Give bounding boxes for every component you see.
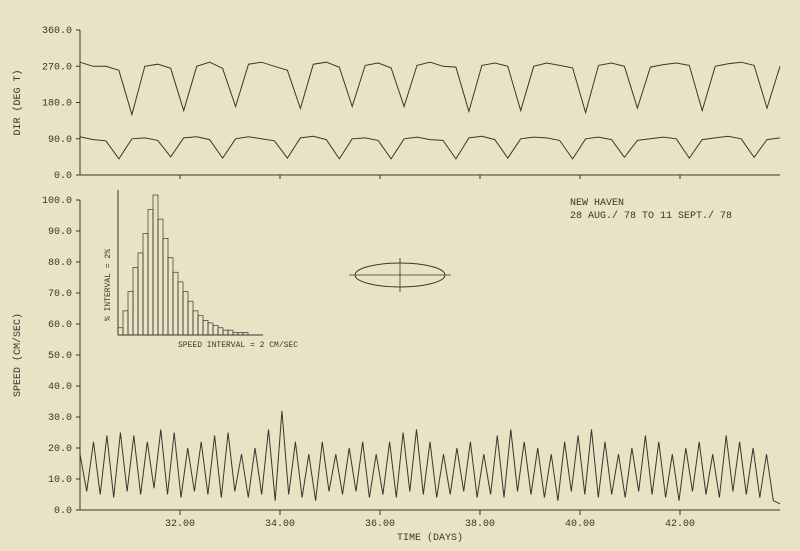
x-tick-label: 36.00 [365, 519, 395, 530]
speed-ylabel: SPEED (CM/SEC) [12, 313, 24, 397]
hist-bar [223, 330, 228, 335]
dir-trace-lo [80, 136, 780, 159]
speed-ytick: 30.0 [48, 413, 72, 424]
speed-ytick: 20.0 [48, 444, 72, 455]
x-tick-label: 32.00 [165, 519, 195, 530]
speed-ytick: 40.0 [48, 382, 72, 393]
speed-trace [80, 411, 780, 504]
hist-bar [173, 272, 178, 335]
dir-ytick: 0.0 [54, 171, 72, 182]
dir-ytick: 270.0 [42, 62, 72, 73]
speed-ytick: 100.0 [42, 196, 72, 207]
station-label: NEW HAVEN [570, 198, 624, 209]
hist-bar [183, 292, 188, 335]
speed-ytick: 10.0 [48, 475, 72, 486]
speed-ytick: 70.0 [48, 289, 72, 300]
hist-bar [228, 330, 233, 335]
date-range-label: 28 AUG./ 78 TO 11 SEPT./ 78 [570, 210, 732, 222]
hist-bar [133, 267, 138, 335]
hist-bar [118, 328, 123, 335]
hist-bar [153, 195, 158, 335]
dir-ytick: 180.0 [42, 99, 72, 110]
hist-bar [168, 258, 173, 335]
hist-bar [203, 321, 208, 335]
speed-ytick: 80.0 [48, 258, 72, 269]
speed-ytick: 0.0 [54, 506, 72, 517]
hist-bar [193, 311, 198, 335]
dir-ytick: 90.0 [48, 135, 72, 146]
x-tick-label: 38.00 [465, 519, 495, 530]
hist-bar [198, 316, 203, 335]
hist-bar [123, 311, 128, 335]
hist-bar [143, 234, 148, 335]
hist-xlabel: SPEED INTERVAL = 2 CM/SEC [178, 341, 298, 350]
x-tick-label: 42.00 [665, 519, 695, 530]
hist-ylabel: % INTERVAL = 2% [104, 249, 113, 321]
hist-bar [218, 328, 223, 335]
hist-bar [138, 253, 143, 335]
hist-bar [158, 219, 163, 335]
x-tick-label: 34.00 [265, 519, 295, 530]
hist-bar [163, 238, 168, 335]
hist-bar [213, 325, 218, 335]
hist-bar [148, 209, 153, 335]
x-tick-label: 40.00 [565, 519, 595, 530]
chart-page: { "meta": { "station": "NEW HAVEN", "dat… [0, 0, 800, 551]
dir-trace-hi [80, 62, 780, 114]
x-axis-label: TIME (DAYS) [397, 532, 463, 544]
dir-ylabel: DIR (DEG T) [12, 69, 24, 135]
speed-ytick: 60.0 [48, 320, 72, 331]
chart-svg: 0.0 90.0 180.0 270.0 360.0 DIR (DEG T) 0.0 10.0… [0, 0, 800, 551]
speed-ytick: 50.0 [48, 351, 72, 362]
hist-bar [208, 323, 213, 335]
speed-ytick: 90.0 [48, 227, 72, 238]
hist-bar [188, 301, 193, 335]
dir-ytick: 360.0 [42, 26, 72, 37]
hist-bar [128, 292, 133, 335]
hist-bar [178, 282, 183, 335]
